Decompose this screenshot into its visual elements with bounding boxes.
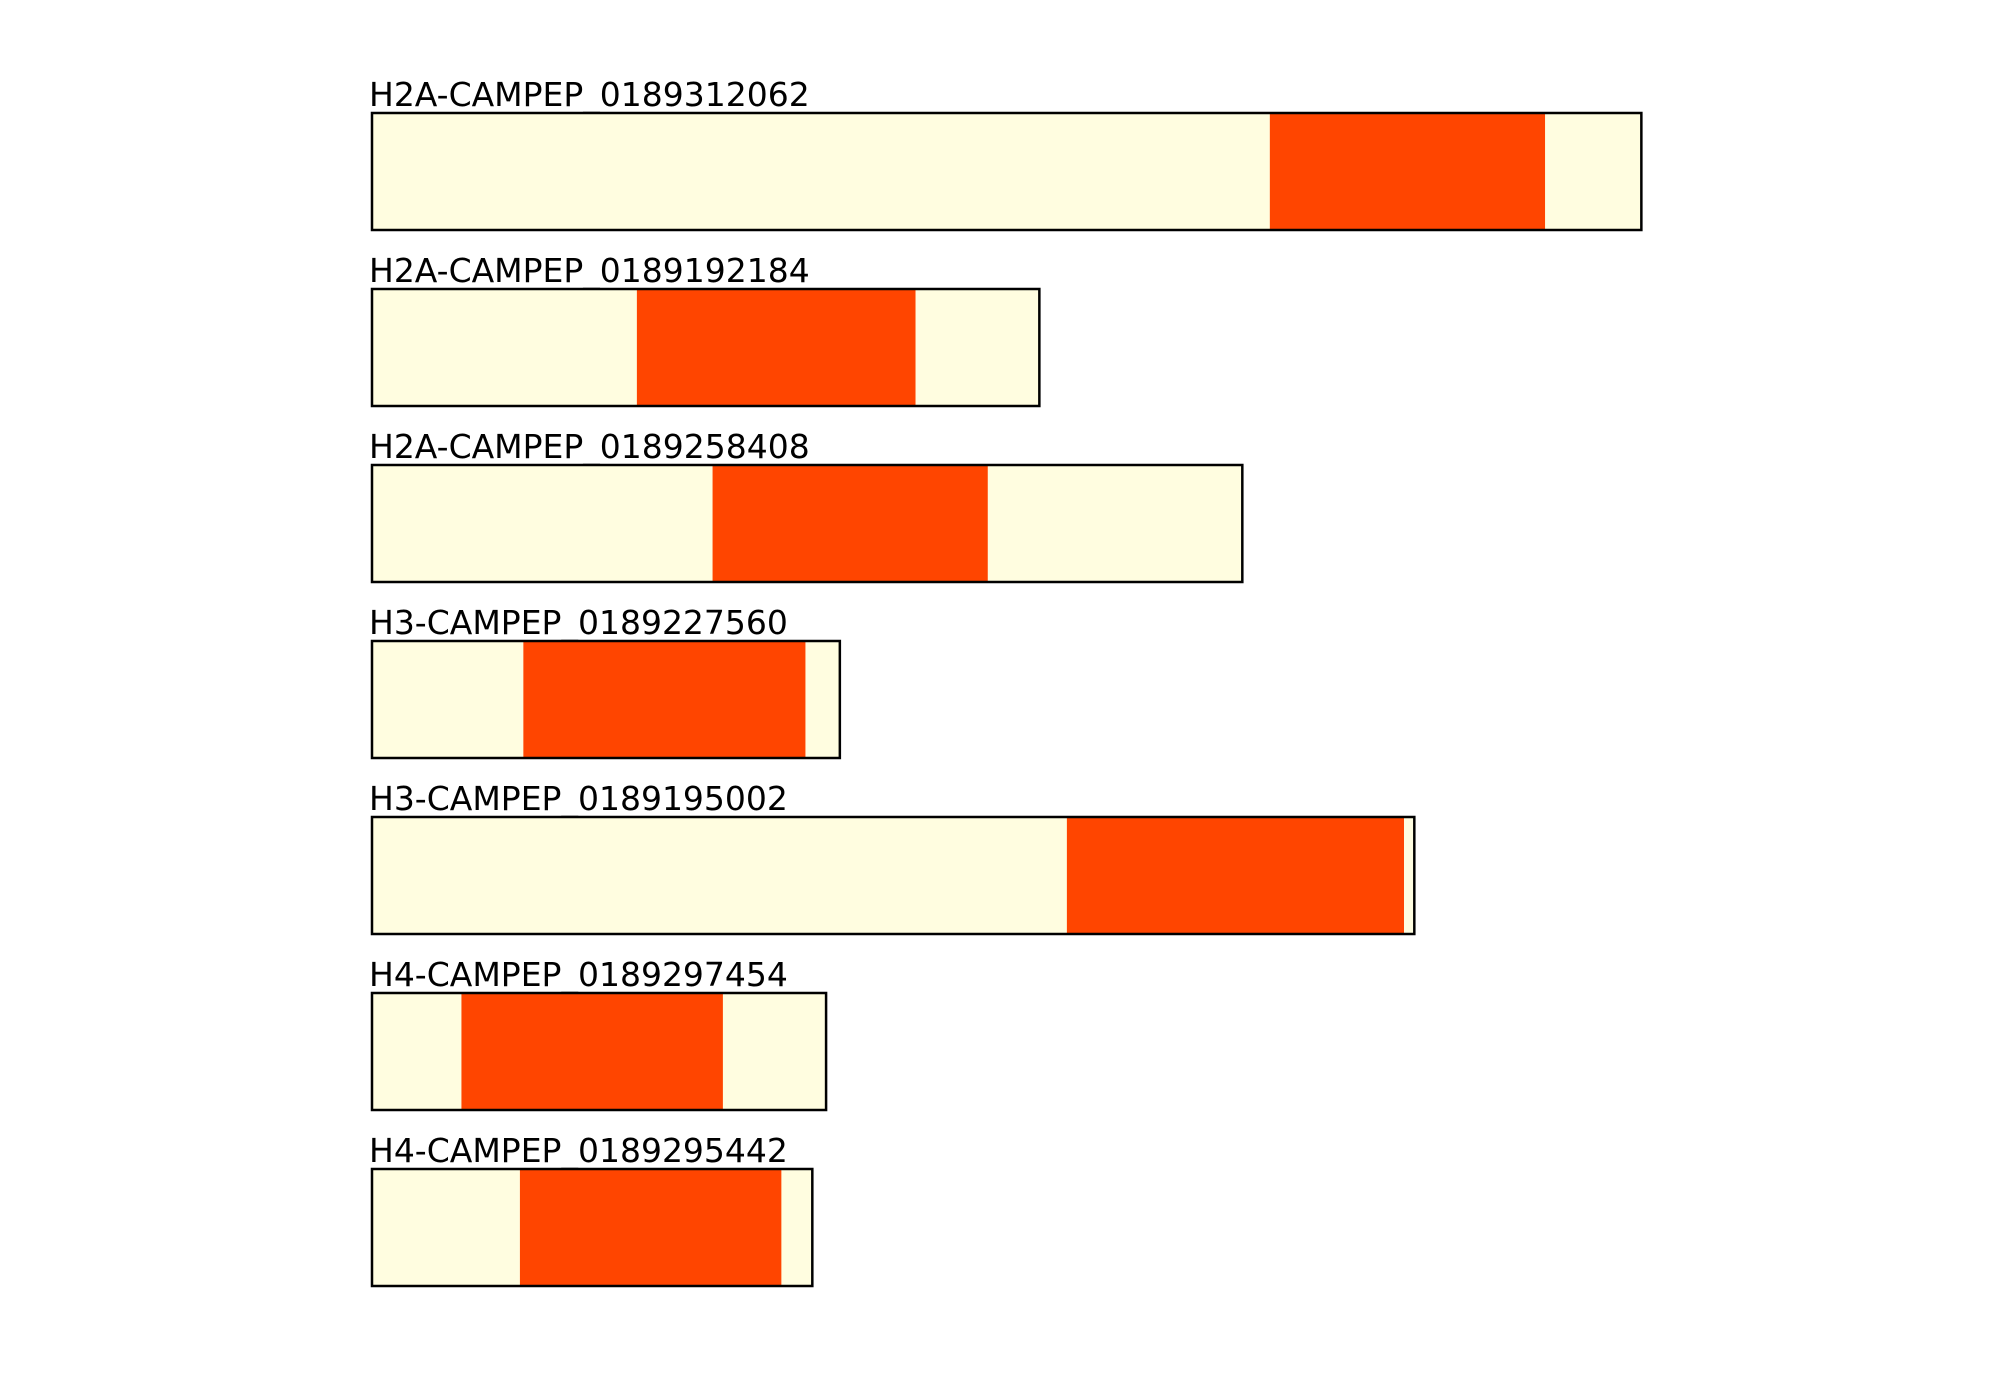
sequence-outline bbox=[370, 111, 1643, 232]
domain-bar bbox=[1269, 113, 1546, 230]
track-label: H4-CAMPEP_0189297454 bbox=[369, 955, 788, 994]
track-label: H2A-CAMPEP_0189192184 bbox=[369, 251, 810, 290]
sequence-outline bbox=[370, 463, 1244, 584]
track-label: H3-CAMPEP_0189195002 bbox=[369, 779, 788, 818]
sequence-outline bbox=[370, 639, 842, 760]
domain-bar bbox=[636, 289, 916, 406]
domain-bar bbox=[712, 465, 988, 582]
sequence-outline bbox=[370, 991, 828, 1112]
domain-bar bbox=[461, 993, 723, 1110]
sequence-outline bbox=[370, 287, 1041, 408]
track-label: H2A-CAMPEP_0189258408 bbox=[369, 427, 810, 466]
track-label: H4-CAMPEP_0189295442 bbox=[369, 1131, 788, 1170]
domain-bar bbox=[523, 641, 806, 758]
domain-bar bbox=[519, 1169, 782, 1286]
domain-bar bbox=[1066, 817, 1404, 934]
sequence-outline bbox=[370, 815, 1416, 936]
track-label: H2A-CAMPEP_0189312062 bbox=[369, 75, 810, 114]
sequence-outline bbox=[370, 1167, 814, 1288]
track-label: H3-CAMPEP_0189227560 bbox=[369, 603, 788, 642]
